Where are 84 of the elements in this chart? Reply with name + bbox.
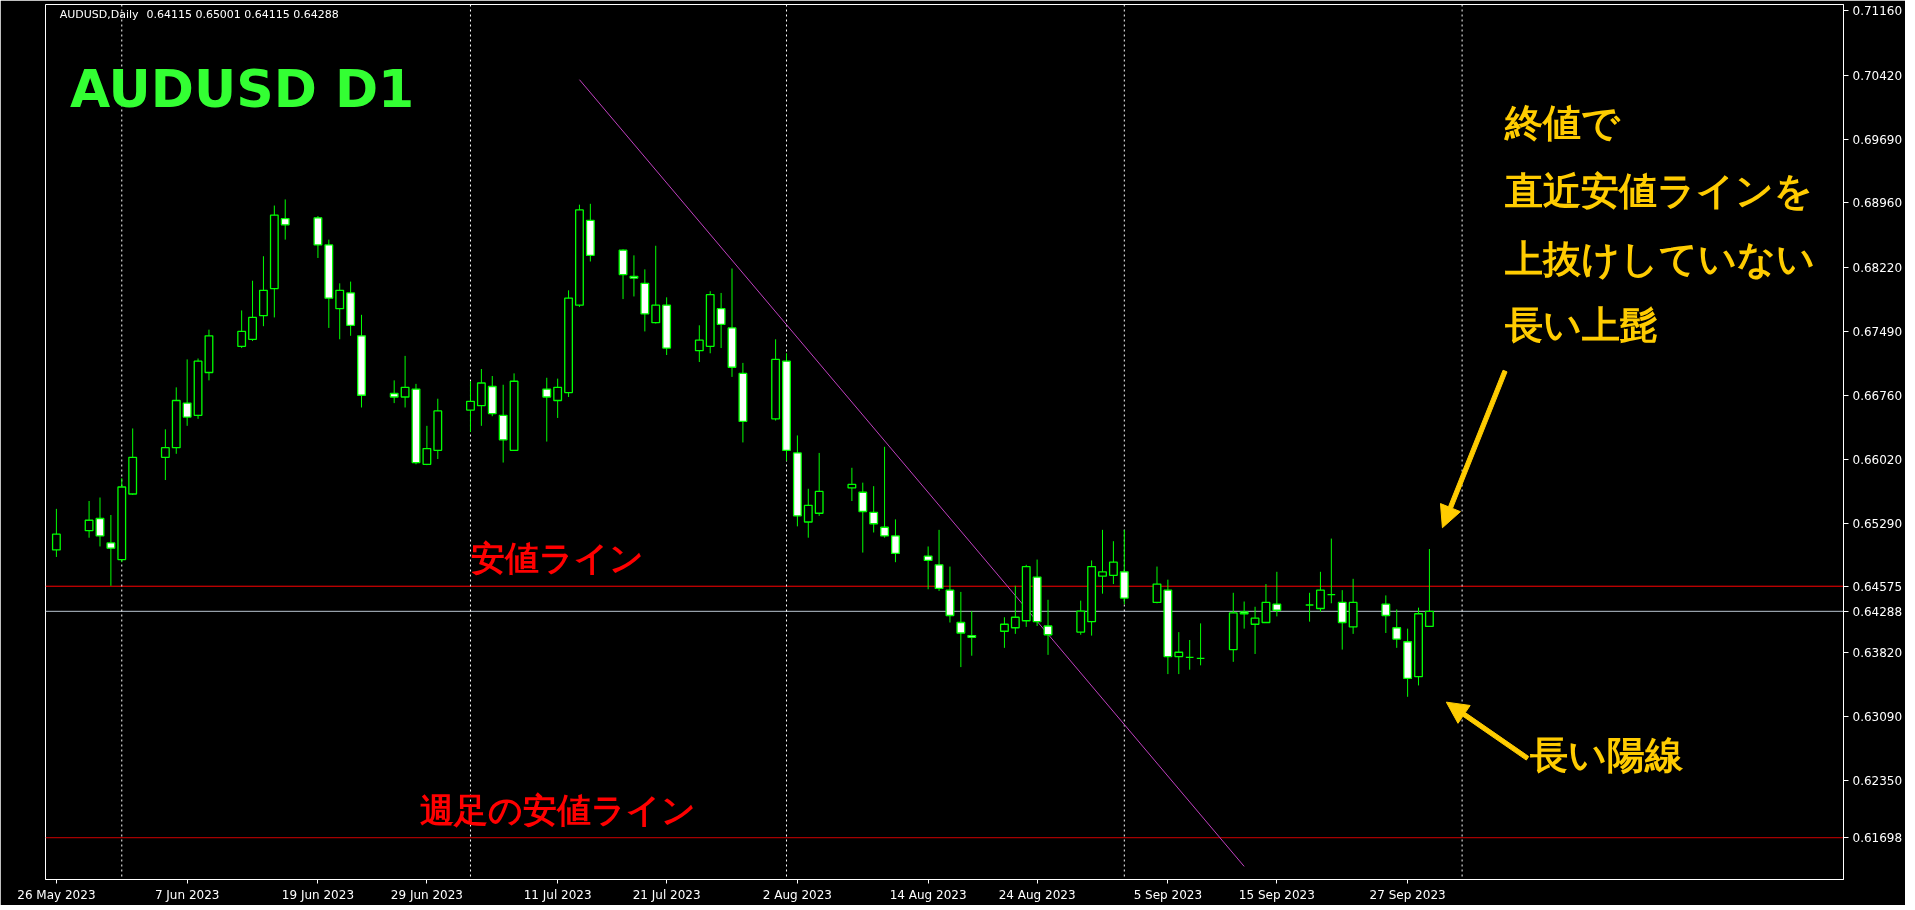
- y-tick-label: 0.68220: [1852, 261, 1903, 276]
- x-tick-label: 2 Aug 2023: [762, 887, 833, 902]
- candlestick: [891, 518, 900, 563]
- candlestick: [803, 488, 813, 539]
- y-tick-label: 0.63090: [1852, 709, 1903, 724]
- x-tick-label: 7 Jun 2023: [154, 887, 220, 902]
- candlestick: [814, 452, 824, 517]
- y-tick-label: 0.62350: [1852, 774, 1903, 789]
- candlestick: [400, 355, 410, 408]
- candlestick: [1392, 608, 1402, 649]
- x-tick-label: 19 Jun 2023: [281, 887, 355, 902]
- annotation: 長い陽線: [1529, 732, 1685, 777]
- candlestick: [1424, 548, 1434, 628]
- y-tick-label: 0.63820: [1852, 645, 1903, 660]
- x-tick-label: 26 May 2023: [17, 887, 96, 902]
- candlestick: [1043, 599, 1053, 656]
- candlestick: [1076, 600, 1086, 636]
- annotation: AUDUSD D1: [69, 58, 415, 119]
- candlestick: [248, 280, 258, 342]
- candlestick: [95, 497, 105, 547]
- candlestick: [847, 467, 857, 502]
- candlestick: [651, 245, 661, 325]
- candlestick: [967, 610, 977, 657]
- x-tick-label: 11 Jul 2023: [523, 887, 592, 902]
- candlestick: [182, 358, 192, 427]
- candlestick: [422, 425, 432, 466]
- x-tick-label: 15 Sep 2023: [1238, 887, 1315, 902]
- candlestick: [1315, 571, 1325, 613]
- candlestick: [1239, 601, 1249, 630]
- candlestick: [858, 482, 868, 554]
- annotation: 上抜けしていない: [1505, 237, 1816, 282]
- candlestick: [956, 591, 966, 668]
- candlestick: [237, 309, 247, 349]
- y-tick-label: 0.61698: [1852, 831, 1903, 846]
- candlestick: [389, 379, 399, 404]
- candlestick: [1174, 631, 1184, 675]
- candlestick: [1108, 540, 1118, 585]
- candlestick: [280, 198, 290, 241]
- y-tick-label: 0.68960: [1852, 196, 1903, 211]
- y-tick-label: 0.65290: [1852, 517, 1903, 532]
- candlestick: [1152, 566, 1162, 604]
- y-tick-label: 0.67490: [1852, 324, 1903, 339]
- candlestick: [694, 324, 704, 363]
- candlestick: [476, 368, 486, 427]
- chart-subtitle: 0.64115 0.65001 0.64115 0.64288: [146, 7, 339, 21]
- candlestick: [466, 380, 475, 433]
- x-tick-label: 5 Sep 2023: [1133, 887, 1203, 902]
- candlestick: [869, 485, 879, 533]
- candlestick: [1272, 571, 1282, 617]
- candlestick: [999, 616, 1009, 649]
- annotation: 直近安値ラインを: [1504, 169, 1814, 214]
- candlestick: [51, 508, 61, 558]
- candlestick: [716, 292, 726, 349]
- annotation: 終値で: [1504, 101, 1622, 146]
- candlestick: [335, 282, 345, 340]
- candlestick: [880, 446, 890, 539]
- x-tick-label: 21 Jul 2023: [632, 887, 701, 902]
- ref-line-label: 安値ライン: [471, 538, 645, 579]
- annotation: 長い上髭: [1504, 303, 1659, 348]
- ref-line-label: 週足の安値ライン: [419, 789, 696, 830]
- candlestick: [1010, 585, 1020, 635]
- candlestick: [629, 254, 639, 297]
- x-tick-label: 24 Aug 2023: [998, 887, 1076, 902]
- candlestick: [934, 529, 944, 592]
- y-tick-label: 0.66760: [1852, 388, 1903, 403]
- candlestick: [1337, 589, 1347, 651]
- x-tick-label: 14 Aug 2023: [889, 887, 967, 902]
- candlestick: [1381, 594, 1391, 634]
- y-tick-label: 0.71160: [1852, 4, 1903, 19]
- candlestick: [106, 514, 116, 587]
- candlestick: [84, 500, 94, 539]
- y-tick-label: 0.70420: [1852, 68, 1903, 83]
- x-tick-label: 27 Sep 2023: [1369, 887, 1446, 902]
- candlestick: [542, 377, 552, 443]
- y-tick-label: 0.69690: [1852, 132, 1903, 147]
- y-tick-label: 0.64575: [1852, 579, 1903, 594]
- candlestick: [553, 378, 563, 419]
- candlestick: [1098, 529, 1107, 595]
- candlestick: [160, 428, 170, 481]
- candlestick: [923, 545, 933, 590]
- y-tick-label: 0.66020: [1852, 453, 1903, 468]
- chart-title: AUDUSD,Daily: [59, 7, 139, 21]
- x-tick-label: 29 Jun 2023: [390, 887, 463, 902]
- y-tick-label: 0.64288: [1852, 604, 1903, 619]
